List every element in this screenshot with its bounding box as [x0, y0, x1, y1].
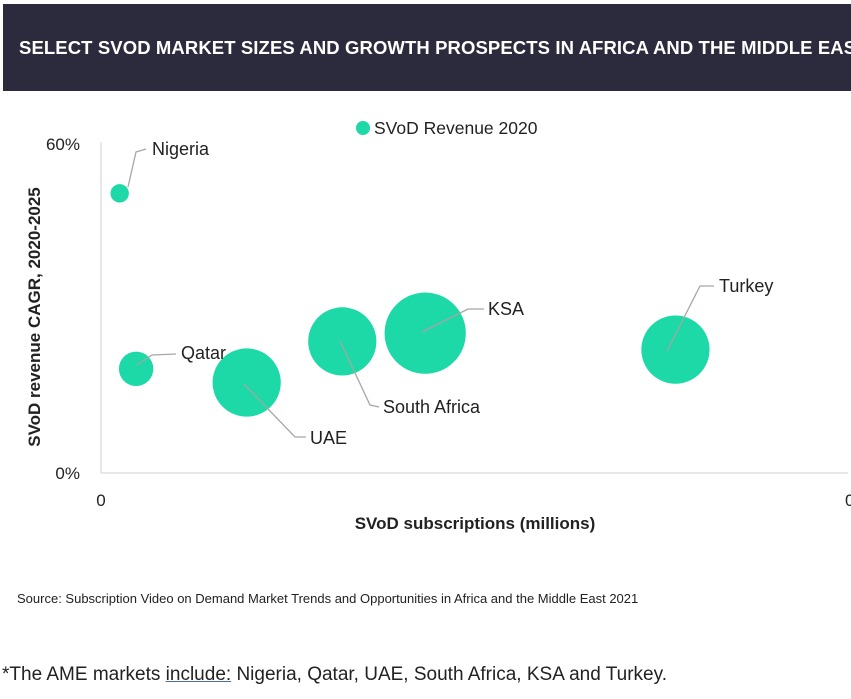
footnote: *The AME markets include: Nigeria, Qatar… — [2, 664, 667, 686]
bubble-qatar — [118, 351, 154, 387]
footnote-underlined: include: — [165, 664, 232, 685]
data-label-turkey: Turkey — [719, 276, 773, 296]
leader-line-turkey — [666, 285, 714, 352]
leader-line-nigeria — [127, 148, 147, 188]
bubble-south-africa — [308, 307, 377, 376]
bubble-chart: SVoD Revenue 2020 SVoD revenue CAGR, 202… — [25, 118, 851, 533]
y-tick-bottom: 0% — [55, 464, 80, 483]
x-tick-right: 0 — [845, 491, 851, 510]
legend-marker — [356, 121, 370, 135]
data-label-qatar: Qatar — [181, 343, 226, 363]
data-label-south-africa: South Africa — [383, 397, 481, 417]
footnote-prefix: *The AME markets — [2, 664, 166, 685]
data-label-uae: UAE — [310, 428, 347, 448]
leader-line-uae — [243, 383, 306, 438]
leader-line-south-africa — [339, 340, 380, 408]
x-tick-left: 0 — [96, 491, 105, 510]
header-banner: SELECT SVOD MARKET SIZES AND GROWTH PROS… — [3, 4, 851, 91]
y-tick-top: 60% — [46, 135, 80, 154]
data-label-nigeria: Nigeria — [152, 139, 210, 159]
leader-line-qatar — [136, 353, 177, 366]
y-axis-label: SVoD revenue CAGR, 2020-2025 — [25, 187, 44, 447]
bubble-ksa — [384, 292, 466, 374]
leader-line-ksa — [421, 308, 484, 333]
footnote-rest: Nigeria, Qatar, UAE, South Africa, KSA a… — [231, 664, 667, 685]
page-title: SELECT SVOD MARKET SIZES AND GROWTH PROS… — [19, 36, 851, 58]
legend-label: SVoD Revenue 2020 — [374, 118, 538, 138]
bubble-nigeria — [110, 184, 129, 203]
bubble-turkey — [641, 315, 710, 384]
bubble-uae — [212, 348, 281, 417]
data-label-ksa: KSA — [488, 299, 524, 319]
x-axis-label: SVoD subscriptions (millions) — [355, 514, 596, 533]
source-note: Source: Subscription Video on Demand Mar… — [17, 591, 639, 606]
